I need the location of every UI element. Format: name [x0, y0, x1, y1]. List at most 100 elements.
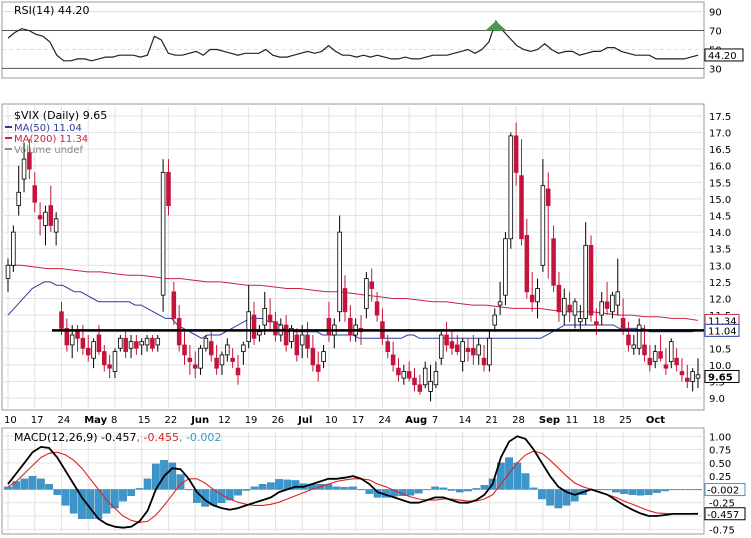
candle [364, 271, 369, 319]
price-frame [1, 103, 705, 411]
candle [503, 232, 508, 306]
candle [342, 275, 348, 322]
candle-body [524, 235, 530, 293]
macd-histogram-bar [612, 489, 620, 493]
candle [32, 172, 38, 213]
macd-histogram-bar [69, 489, 78, 514]
candle [273, 311, 278, 342]
candle-body [27, 152, 32, 170]
price-tick-label: 15.5 [709, 178, 731, 189]
candle [556, 271, 562, 322]
candle [176, 305, 182, 352]
macd-histogram-bar [423, 489, 431, 491]
candle-body [348, 317, 353, 336]
candle-body [112, 351, 118, 372]
candle-body [182, 344, 187, 356]
price-tick-label: 14.5 [709, 212, 731, 223]
ma200-line [8, 264, 699, 321]
macd-histogram-bar [685, 489, 694, 491]
x-tick-label: Oct [646, 415, 665, 426]
candle-body [160, 171, 166, 296]
price-tick-label: 17.5 [709, 112, 731, 123]
rsi-value-tag [704, 48, 744, 62]
x-tick-label: 15 [138, 415, 151, 426]
candle-body [369, 281, 374, 289]
candle [283, 315, 289, 352]
candle-body [192, 364, 198, 369]
candle [37, 202, 43, 236]
candle-body [396, 367, 401, 376]
candle [615, 258, 621, 316]
candle [396, 358, 401, 382]
candle [540, 159, 546, 272]
macd-histogram-bar [464, 489, 472, 492]
candle-body [476, 344, 481, 356]
candle-body [118, 337, 123, 349]
candle-body [342, 288, 348, 313]
candle-body [487, 337, 492, 366]
macd-histogram-bar [414, 489, 423, 494]
macd-histogram-bar [538, 489, 546, 500]
price-tick-label: 10.0 [709, 361, 731, 372]
macd-histogram-bar [234, 489, 242, 496]
candle [64, 318, 70, 352]
candle-body [96, 334, 102, 352]
rsi-panel: 30507090 RSI(14) 44.20 44.20 [1, 1, 744, 79]
candle-body [438, 334, 444, 359]
x-tick-label: Aug [405, 415, 427, 426]
x-tick-label: 8 [111, 415, 117, 426]
candle [674, 348, 679, 372]
x-tick-label: 11 [566, 415, 579, 426]
x-tick-label: Sep [539, 415, 560, 426]
candle-body [144, 337, 150, 346]
macd-tick-label: -0.75 [709, 525, 735, 536]
candle-body [155, 337, 161, 346]
macd-histogram-bar [102, 489, 111, 514]
candle-body [48, 205, 54, 226]
macd-histogram-bar [554, 489, 563, 509]
price-tick-label: 9.0 [709, 394, 725, 405]
macd-histogram-bar [184, 489, 193, 491]
candle-body [107, 364, 112, 369]
candle [390, 341, 396, 372]
macd-histogram-bar [349, 486, 357, 490]
macd-histogram-bar [258, 483, 267, 490]
candle [91, 338, 96, 369]
rsi-frame [1, 1, 705, 79]
candle [160, 159, 166, 312]
candle-body [134, 341, 139, 349]
macd-histogram-bar [447, 489, 456, 491]
candle [225, 338, 230, 362]
candle [406, 361, 412, 382]
candle-body [150, 337, 155, 349]
candle [620, 298, 626, 335]
candle-body [631, 344, 637, 349]
rsi-tick-label: 30 [709, 64, 722, 75]
rsi-line [7, 19, 699, 62]
candle-body [11, 231, 16, 266]
candle [123, 331, 128, 359]
macd-histogram-bar [340, 487, 349, 490]
price-value-label: 9.65 [708, 372, 733, 383]
macd-value-tag [704, 507, 746, 521]
candle-body [406, 371, 412, 379]
candle-body [460, 341, 465, 362]
candle-body [690, 371, 695, 382]
candle-body [529, 294, 535, 303]
candle-body [417, 384, 423, 392]
macd-histogram-bar [267, 482, 275, 490]
candle [658, 334, 663, 362]
candle-body [412, 377, 417, 386]
candle-body [16, 191, 21, 206]
candle-body [91, 341, 96, 359]
price-title: $VIX (Daily) 9.65 [14, 109, 107, 122]
candle [315, 351, 321, 382]
candle [529, 271, 535, 312]
candle-body [225, 344, 230, 356]
x-tick-label: Jul [297, 415, 312, 426]
x-tick-label: 17 [352, 415, 365, 426]
macd-histogram-bar [669, 489, 678, 491]
macd-histogram-bar [546, 489, 554, 506]
candle [679, 358, 685, 382]
candle-body [198, 347, 203, 369]
